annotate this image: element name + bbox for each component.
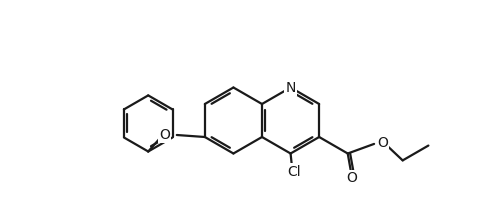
- Text: N: N: [286, 80, 296, 95]
- Text: O: O: [377, 136, 388, 150]
- Text: Cl: Cl: [287, 164, 300, 178]
- Text: O: O: [346, 171, 358, 185]
- Text: O: O: [159, 128, 170, 142]
